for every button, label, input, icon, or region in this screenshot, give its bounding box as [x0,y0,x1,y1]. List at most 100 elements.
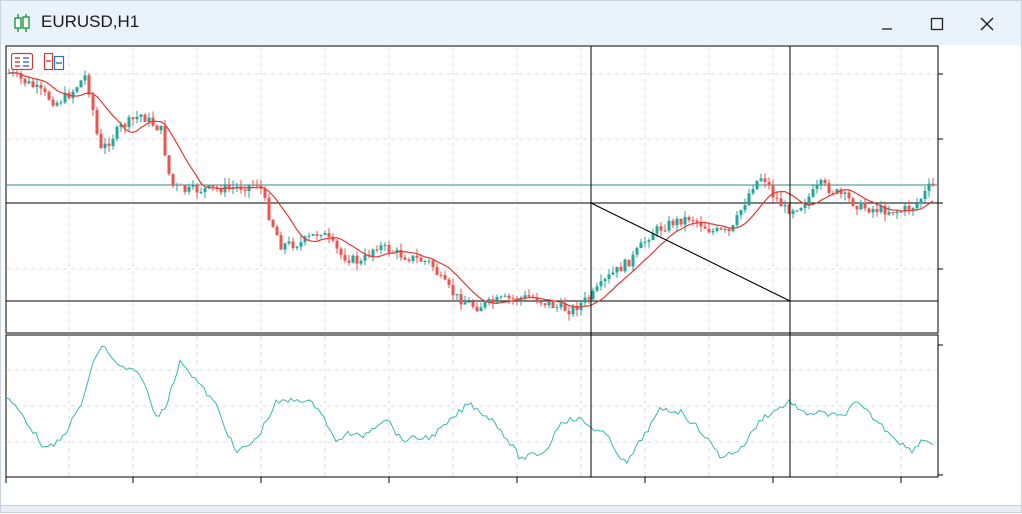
candle-body [95,109,99,134]
candle-body [159,125,163,131]
candle-body [535,297,539,303]
candle-body [631,254,635,267]
candle-body [487,298,491,302]
candle-body [299,242,303,247]
candle-body [79,80,83,88]
candle-body [859,202,863,210]
candle-body [787,204,791,214]
candle-body [847,192,851,199]
candle-body [23,78,27,84]
candle-body [275,226,279,236]
candle-body [539,302,543,304]
candle-body [695,220,699,222]
candle-body [523,295,527,298]
candle-body [511,298,515,300]
candle-body [819,180,823,186]
candle-body [911,208,915,210]
chart-objects-group[interactable] [590,46,791,477]
candle-body [927,183,931,191]
candle-body [783,204,787,207]
candle-body [243,189,247,192]
candle-body [723,229,727,231]
candle-body [715,228,719,231]
candle-body [559,303,563,308]
moving-average-line [8,72,934,308]
candle-body [703,226,707,229]
candle-body [643,241,647,243]
candle-body [339,248,343,255]
candle-body [107,143,111,146]
minimize-button[interactable] [867,9,907,39]
candle-body [767,181,771,186]
candle-body [707,228,711,233]
candle-body [335,240,339,249]
candle-body [219,187,223,193]
candle-body [551,302,555,309]
candle-body [659,226,663,231]
candle-body [739,210,743,216]
candle-body [763,178,767,182]
candle-body [43,88,47,92]
candle-body [351,255,355,263]
candle-body [595,286,599,291]
candle-body [331,236,335,241]
candle-body [327,233,331,237]
title-bar[interactable]: EURUSD,H1 [1,1,1021,45]
candle-body [195,185,199,193]
candle-body [115,126,119,139]
candle-body [671,220,675,226]
candle-body [99,133,103,149]
candle-body [163,125,167,156]
candle-body [735,215,739,226]
candle-body [475,306,479,312]
candle-body [287,241,291,244]
candle-body [619,266,623,272]
candle-body [507,295,511,299]
candle-body [727,229,731,232]
candle-body [403,257,407,260]
candle-body [471,301,475,307]
candle-body [127,117,131,127]
candle-body [751,189,755,194]
candle-body [359,260,363,264]
candle-body [567,310,571,315]
oscillator-line [5,345,934,465]
candle-body [647,240,651,242]
close-button[interactable] [967,9,1007,39]
candle-body [667,220,671,231]
candle-body [543,303,547,306]
price-chart[interactable] [1,45,1022,514]
maximize-button[interactable] [917,9,957,39]
candle-body [407,259,411,262]
candle-body [371,249,375,257]
candle-body [459,294,463,305]
candle-body [295,246,299,248]
candle-body [419,257,423,262]
candle-body [755,180,759,190]
candle-body [483,301,487,308]
candle-body [899,211,903,213]
candle-body [35,84,39,88]
candle-body [651,233,655,241]
candle-body [267,197,271,220]
candle-body [415,255,419,258]
candle-body [87,75,91,95]
candle-body [467,301,471,303]
candles-group [7,66,935,321]
trade-panel-icon[interactable] [11,52,34,71]
candle-body [311,234,315,236]
candle-body [283,243,287,250]
candle-body [879,205,883,213]
candle-body [683,216,687,225]
candle-body [355,255,359,264]
candle-body [119,124,123,127]
depth-of-market-icon[interactable] [43,52,65,71]
candle-body [443,275,447,280]
candle-body [711,230,715,233]
candle-body [843,192,847,194]
candle-body [527,295,531,297]
trend-line-object [590,202,791,302]
candle-body [203,188,207,192]
candle-body [19,73,23,79]
candle-body [775,197,779,199]
